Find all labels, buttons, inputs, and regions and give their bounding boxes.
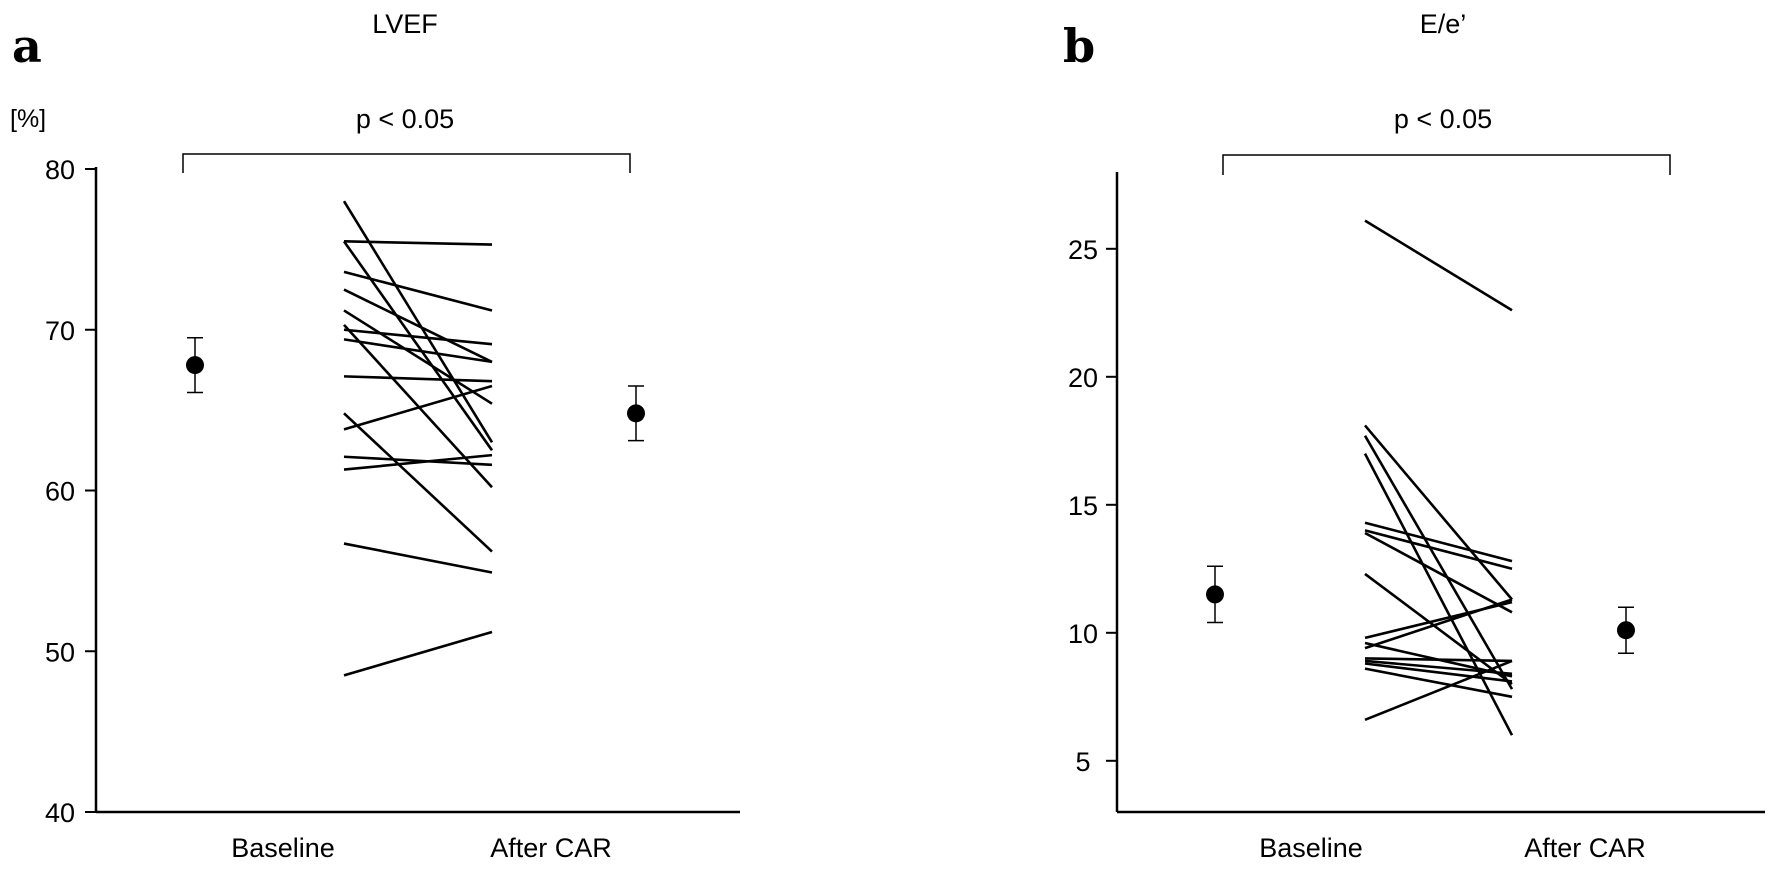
subject-line: [343, 630, 493, 677]
y-tick-label: 15: [1068, 491, 1098, 521]
subject-line: [343, 375, 493, 383]
y-tick-label: 40: [45, 798, 75, 828]
subject-line: [1364, 659, 1513, 722]
category-label-baseline: Baseline: [231, 833, 335, 863]
y-tick-label: 70: [45, 316, 75, 346]
mean-point: [1206, 585, 1224, 604]
panel-letter: b: [1063, 19, 1095, 73]
subject-line: [1364, 662, 1513, 683]
subject-line: [343, 338, 493, 364]
subject-line: [342, 240, 494, 452]
y-tick-label: 80: [45, 155, 75, 185]
subject-line: [343, 309, 493, 405]
subject-line: [343, 455, 493, 467]
chart-title: LVEF: [372, 9, 438, 39]
mean-point: [186, 356, 204, 375]
subject-line: [1364, 219, 1513, 312]
mean-markers: [1206, 565, 1635, 655]
panel-b: b E/e’ p < 0.05 5 10 15 20 25 Baseline After…: [1063, 9, 1765, 863]
subject-line: [343, 288, 493, 364]
y-ticks: 5 10 15 20 25: [1068, 235, 1117, 777]
subject-line: [1364, 598, 1513, 650]
category-label-after-car: After CAR: [1524, 833, 1646, 863]
y-ticks: 40 50 60 70 80: [45, 155, 96, 828]
subject-line: [343, 240, 493, 246]
significance-label: p < 0.05: [1394, 104, 1492, 134]
category-label-after-car: After CAR: [490, 833, 612, 863]
subject-line: [1364, 657, 1513, 663]
y-tick-label: 60: [45, 477, 75, 507]
subject-line: [1364, 531, 1513, 614]
subject-line: [343, 412, 493, 553]
subject-line: [343, 270, 493, 312]
y-axis-unit: [%]: [10, 105, 46, 133]
y-tick-label: 10: [1068, 619, 1098, 649]
subject-lines: [342, 200, 494, 677]
significance-bracket: [1222, 154, 1671, 175]
mean-point: [1617, 621, 1635, 640]
subject-line: [1364, 521, 1513, 563]
subject-line: [1364, 572, 1513, 686]
subject-lines: [1363, 219, 1514, 736]
subject-line: [343, 324, 493, 489]
subject-line: [343, 328, 493, 346]
subject-line: [1363, 435, 1514, 690]
subject-line: [1364, 424, 1513, 601]
mean-point: [627, 404, 645, 423]
mean-markers: [186, 337, 645, 442]
subject-line: [343, 384, 493, 431]
significance-bracket: [182, 153, 631, 173]
subject-line: [1363, 452, 1514, 736]
subject-line: [343, 453, 493, 471]
y-tick-label: 5: [1075, 747, 1090, 777]
subject-line: [343, 542, 493, 574]
subject-line: [1364, 529, 1513, 571]
significance-label: p < 0.05: [356, 104, 454, 134]
category-label-baseline: Baseline: [1259, 833, 1363, 863]
y-tick-label: 50: [45, 637, 75, 667]
y-tick-label: 25: [1068, 235, 1098, 265]
subject-line: [1364, 667, 1513, 699]
y-tick-label: 20: [1068, 363, 1098, 393]
panel-letter: a: [12, 19, 42, 73]
chart-title: E/e’: [1420, 9, 1467, 39]
